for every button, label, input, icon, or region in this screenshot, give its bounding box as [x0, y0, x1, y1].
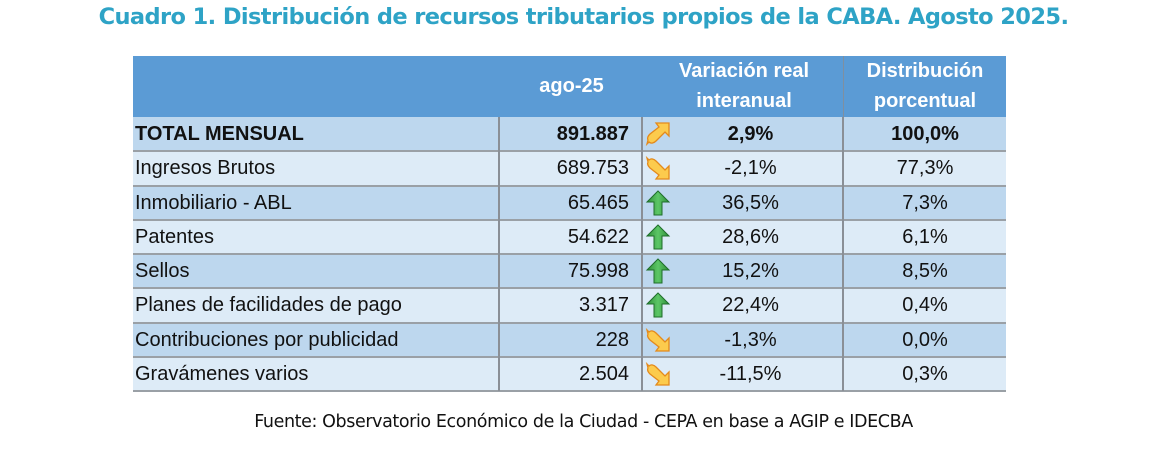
row-variation: 36,5% [722, 191, 779, 214]
arrow-up-icon [644, 189, 672, 217]
header-distribution-line2: porcentual [873, 90, 977, 112]
arrow-up-icon [644, 291, 672, 319]
arrow-up-icon [644, 223, 672, 251]
column-divider [842, 117, 844, 391]
arrow-down-right-icon [644, 360, 672, 388]
row-divider [133, 321, 1006, 324]
row-distribution: 7,3% [902, 191, 948, 214]
row-variation: 2,9% [727, 123, 774, 145]
row-distribution: 0,0% [902, 328, 948, 351]
row-variation: 28,6% [722, 225, 779, 248]
row-value: 891.887 [556, 123, 629, 145]
row-variation: -1,3% [724, 328, 777, 351]
table-row: Sellos 75.998 15,2% 8,5% [133, 254, 1006, 288]
row-distribution: 6,1% [902, 225, 948, 248]
row-divider [133, 390, 1006, 392]
row-divider [133, 218, 1006, 221]
row-label: Contribuciones por publicidad [135, 328, 399, 351]
column-divider [498, 117, 500, 391]
header-variation-line2: interanual [696, 90, 792, 112]
header-divider [843, 56, 844, 117]
row-variation: -2,1% [724, 157, 777, 180]
total-row: TOTAL MENSUAL 891.887 2,9% 100,0% [133, 117, 1006, 151]
row-distribution: 8,5% [902, 260, 948, 282]
row-value: 75.998 [567, 260, 629, 282]
row-variation: -11,5% [719, 362, 782, 385]
row-variation: 15,2% [722, 260, 779, 282]
row-divider [133, 150, 1006, 153]
arrow-down-right-icon [644, 326, 672, 354]
header-distribution-line1: Distribución [866, 60, 984, 82]
table-title: Cuadro 1. Distribución de recursos tribu… [98, 4, 1069, 30]
row-value: 689.753 [556, 157, 629, 180]
table-row: Patentes 54.622 28,6% 6,1% [133, 219, 1006, 254]
row-divider [133, 253, 1006, 255]
row-label: Ingresos Brutos [135, 157, 276, 180]
row-value: 3.317 [578, 294, 629, 317]
arrow-up-right-icon [644, 120, 672, 148]
row-label: Inmobiliario - ABL [135, 191, 292, 214]
row-distribution: 0,3% [902, 362, 948, 385]
row-value: 65.465 [567, 191, 629, 214]
row-label: Sellos [135, 260, 190, 282]
row-value: 2.504 [578, 362, 629, 385]
row-distribution: 77,3% [896, 157, 954, 180]
table-row: Inmobiliario - ABL 65.465 36,5% 7,3% [133, 185, 1006, 220]
table-header: ago-25 Variación real interanual Distrib… [133, 56, 1006, 117]
header-period: ago-25 [539, 75, 604, 97]
row-distribution: 100,0% [891, 123, 959, 145]
row-value: 54.622 [567, 225, 629, 248]
row-divider [133, 287, 1006, 290]
row-label: Planes de facilidades de pago [135, 294, 402, 317]
arrow-down-right-icon [644, 154, 672, 182]
table-row: Contribuciones por publicidad 228 -1,3% 0,0… [133, 322, 1006, 357]
row-distribution: 0,4% [902, 294, 948, 317]
table-row: Planes de facilidades de pago 3.317 22,4% 0… [133, 288, 1006, 323]
row-variation: 22,4% [722, 294, 779, 317]
arrow-up-icon [644, 257, 672, 285]
column-divider [641, 117, 643, 391]
row-label: Patentes [135, 225, 214, 248]
header-variation-line1: Variación real [678, 60, 810, 82]
source-note: Fuente: Observatorio Económico de la Ciu… [254, 412, 913, 432]
table-row: Gravámenes varios 2.504 -11,5% 0,3% [133, 356, 1006, 391]
table-row: Ingresos Brutos 689.753 -2,1% 77,3% [133, 151, 1006, 186]
row-divider [133, 355, 1006, 358]
row-value: 228 [595, 328, 629, 351]
row-label: Gravámenes varios [135, 362, 309, 385]
row-label: TOTAL MENSUAL [135, 123, 304, 145]
row-divider [133, 184, 1006, 187]
